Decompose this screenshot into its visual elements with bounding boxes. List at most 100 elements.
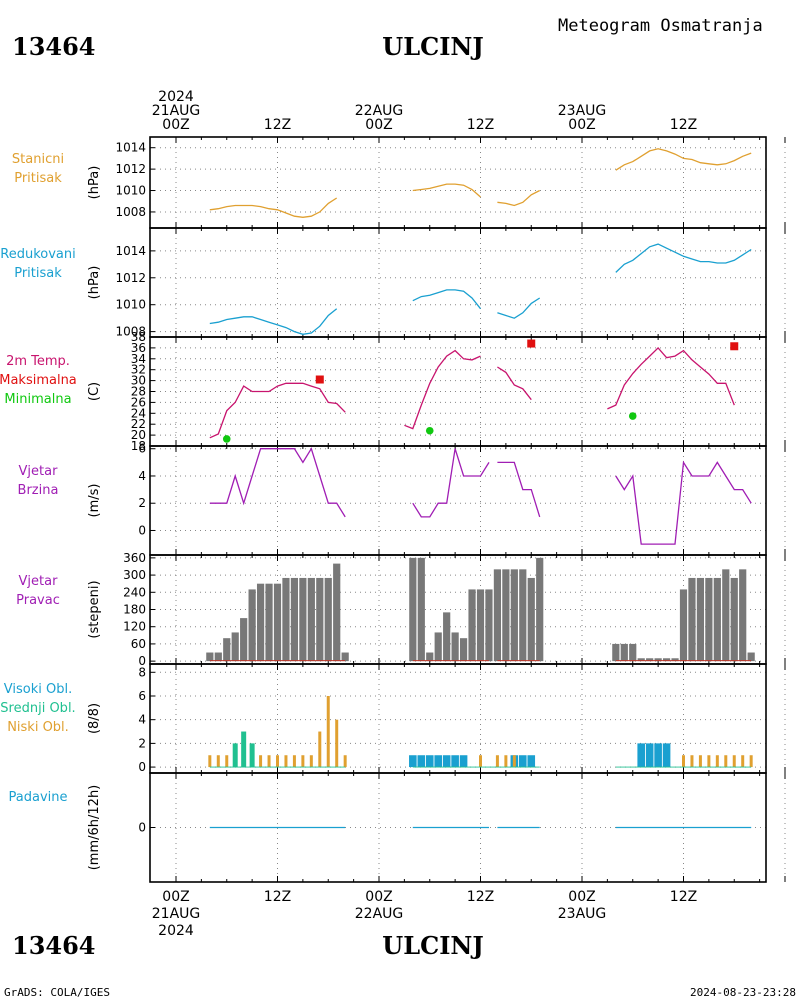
wind-dir-bar [637,658,645,662]
temperature-ytick-label: 20 [131,428,146,442]
cloud-bar [741,755,745,768]
wind-dir-bar [688,577,696,662]
temperature-ytick-label: 30 [131,374,146,388]
wind_speed-ylabel: (m/s) [87,484,102,518]
cloud-bar [208,755,212,768]
cloud-bar [504,755,508,768]
wind-dir-bar [662,658,671,662]
precipitation-frame [149,772,767,883]
wind-dir-bar [316,577,324,662]
reduced_pressure-ytick-label: 1010 [115,298,146,312]
wind-dir-bar [434,632,442,662]
cloud-bar [645,743,654,768]
wind-dir-bar [629,643,637,662]
wind-dir-bar [468,589,476,662]
temperature-ytick-label: 26 [131,395,146,409]
station_pressure-frame [149,136,767,229]
wind_direction-ytick-label: 120 [123,620,146,634]
cloud-bar [292,755,296,768]
cloud-bar [690,755,694,768]
cloud-bar [707,755,711,768]
station-id-bottom: 13464 [12,931,96,960]
clouds-ytick-label: 0 [138,760,146,774]
reduced_pressure-series-line [412,289,482,310]
temperature-series-line [404,349,481,430]
time-label-bottom: 12Z [264,889,291,905]
wind-dir-bar [240,618,248,662]
cloud-bar [662,743,671,768]
tmax-marker [730,342,739,351]
wind_speed-ytick-label: 2 [138,496,146,510]
time-label-bottom: 23AUG [558,906,607,922]
wind-dir-bar [519,569,527,662]
time-label-top: 2024 [158,89,194,105]
wind_direction-ytick-label: 60 [131,637,146,651]
credit-footer: GrADS: COLA/IGES [4,986,110,999]
time-label-bottom: 00Z [162,889,189,905]
temperature-panel-label: Maksimalna [0,373,77,388]
cloud-bar [326,695,330,768]
wind-dir-bar [282,577,290,662]
chart-layer: 1008 1010 1012 1014 (hPa) Stanicni Pritisak 100… [0,89,786,939]
wind-dir-bar [476,589,485,662]
wind_speed-ytick-label: 6 [138,442,146,456]
wind-dir-bar [510,569,518,662]
wind_speed-series-line [209,447,346,518]
wind_speed-series-line [615,460,752,545]
time-label-top: 12Z [264,117,291,133]
wind_direction-ytick-label: 360 [123,551,146,565]
cloud-bar [343,755,347,768]
wind-dir-bar [696,577,705,662]
wind_speed-ytick-label: 4 [138,469,146,483]
time-label-bottom: 12Z [467,889,494,905]
cloud-bar [309,755,313,768]
wind-dir-bar [265,583,273,662]
temperature-ytick-label: 36 [131,341,146,355]
wind-dir-bar [256,583,265,662]
reduced_pressure-series-line [209,308,338,335]
cloud-bar [442,755,451,768]
clouds-ytick-label: 8 [138,665,146,679]
wind-dir-bar [722,569,730,662]
station-name-top: ULCINJ [382,32,483,61]
temperature-ytick-label: 24 [131,406,146,420]
precipitation-ylabel: (mm/6h/12h) [87,785,102,871]
wind-dir-bar [713,577,721,662]
wind-dir-bar [493,569,502,662]
clouds-ytick-label: 6 [138,689,146,703]
cloud-bar [512,755,516,768]
temperature-series-line [497,366,532,401]
clouds-ytick-label: 4 [138,713,146,727]
wind-dir-bar [747,652,755,662]
cloud-bar [335,719,339,768]
cloud-bar [654,743,662,768]
temperature-ylabel: (C) [87,382,102,401]
wind-dir-bar [730,577,738,662]
station_pressure-series-line [412,183,481,198]
station_pressure-ytick-label: 1012 [115,162,146,176]
time-label-top: 00Z [568,117,595,133]
time-label-bottom: 12Z [670,889,697,905]
wind-dir-bar [739,569,747,662]
tmin-marker [425,426,434,435]
reduced_pressure-series-line [615,243,752,273]
station_pressure-ylabel: (hPa) [87,166,102,200]
station_pressure-ytick-label: 1008 [115,205,146,219]
wind-dir-bar [527,577,535,662]
reduced_pressure-panel-label: Redukovani [0,247,75,262]
cloud-bar [409,755,417,768]
wind_speed-ytick-label: 0 [138,523,146,537]
cloud-bar [451,755,459,768]
reduced_pressure-ytick-label: 1012 [115,271,146,285]
clouds-panel-label: Niski Obl. [7,720,69,735]
time-label-top: 00Z [162,117,189,133]
wind-dir-bar [409,557,417,662]
cloud-bar [284,755,288,768]
station_pressure-series-line [497,189,540,207]
station_pressure-ytick-label: 1010 [115,184,146,198]
station_pressure-series-line [209,197,338,218]
wind-dir-bar [299,577,307,662]
cloud-bar [267,755,271,768]
wind-dir-bar [705,577,713,662]
